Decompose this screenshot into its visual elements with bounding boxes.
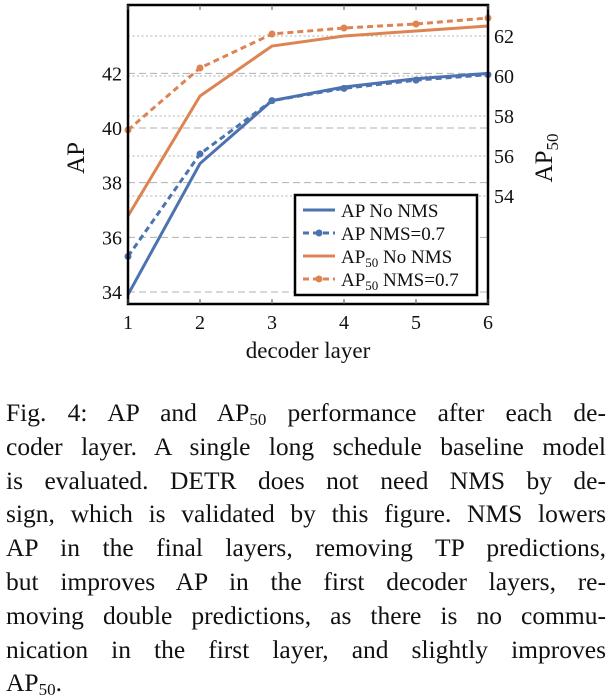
caption-text: performance after each de- (266, 398, 606, 427)
caption-text: . (55, 668, 62, 698)
y-right-tick-label: 60 (494, 66, 514, 88)
x-tick-label: 6 (483, 312, 493, 334)
caption-line: coder layer. A single long schedule base… (6, 431, 606, 461)
legend-marker (315, 229, 323, 237)
caption-text: AP (6, 668, 39, 698)
legend-label-sub: 50 (365, 278, 378, 293)
data-point (196, 150, 204, 158)
legend-label-base: AP (341, 270, 365, 291)
legend-label: AP50 No NMS (341, 247, 452, 270)
legend-label-base: AP (341, 224, 365, 245)
caption-subscript: 50 (249, 410, 267, 429)
legend-label-sub: 50 (365, 255, 378, 270)
series-line-1 (126, 73, 489, 258)
y-right-tick-label: 58 (494, 106, 514, 128)
caption-line: sign, which is validated by this figure.… (6, 499, 606, 529)
y-left-tick-label: 38 (102, 173, 122, 195)
y-axis-label-right: AP50 (531, 134, 562, 183)
legend-label-base: AP (341, 247, 365, 268)
data-point (412, 20, 420, 28)
data-point (196, 64, 204, 72)
series-line-2 (126, 24, 489, 217)
legend-marker (315, 275, 323, 283)
y-axis-label-right-sub: 50 (543, 134, 562, 151)
legend-label: AP No NMS (341, 201, 439, 222)
x-tick-label: 5 (411, 312, 421, 334)
y-right-tick-label: 54 (494, 186, 514, 208)
series-line-3 (127, 16, 489, 132)
caption-text: Fig. 4: AP and AP (6, 398, 250, 427)
plot-frame (126, 3, 490, 306)
y-left-tick-label: 34 (102, 282, 122, 304)
data-point (268, 97, 276, 105)
y-left-tick-label: 42 (102, 63, 122, 85)
legend-label-base: AP (341, 201, 365, 222)
caption-line: AP50. (6, 666, 606, 700)
caption-line: but improves AP in the first decoder lay… (6, 566, 606, 596)
legend-label-rest: NMS=0.7 (365, 224, 445, 245)
y-axis-label-right-base: AP (531, 151, 558, 183)
y-left-tick-label: 40 (102, 118, 122, 140)
legend-label: AP NMS=0.7 (341, 224, 445, 245)
legend-label-rest: No NMS (378, 247, 452, 268)
legend-label: AP50 NMS=0.7 (341, 270, 459, 293)
y-axis-label-left: AP (63, 142, 90, 174)
legend-label-rest: No NMS (365, 201, 439, 222)
x-tick-label: 4 (339, 312, 349, 334)
figure-caption: Fig. 4: AP and AP50 performance after ea… (6, 396, 606, 700)
x-tick-label: 3 (267, 312, 277, 334)
data-point (340, 84, 348, 92)
series-layer (124, 14, 492, 296)
data-point (268, 30, 276, 38)
caption-subscript: 50 (38, 680, 56, 700)
x-tick-label: 1 (123, 312, 133, 334)
x-axis-label: decoder layer (246, 338, 371, 363)
y-right-tick-label: 56 (494, 146, 514, 168)
data-point (340, 24, 348, 32)
caption-line: AP in the final layers, removing TP pred… (6, 533, 606, 563)
caption-line: is evaluated. DETR does not need NMS by … (6, 465, 606, 495)
caption-line: nication in the first layer, and slightl… (6, 634, 606, 664)
y-right-tick-label: 62 (494, 26, 514, 48)
x-tick-label: 2 (195, 312, 205, 334)
data-point (412, 76, 420, 84)
legend-label-rest: NMS=0.7 (378, 270, 458, 291)
caption-line: moving double predictions, as there is n… (6, 600, 606, 630)
y-left-tick-label: 36 (102, 227, 122, 249)
caption-line: Fig. 4: AP and AP50 performance after ea… (6, 396, 606, 430)
